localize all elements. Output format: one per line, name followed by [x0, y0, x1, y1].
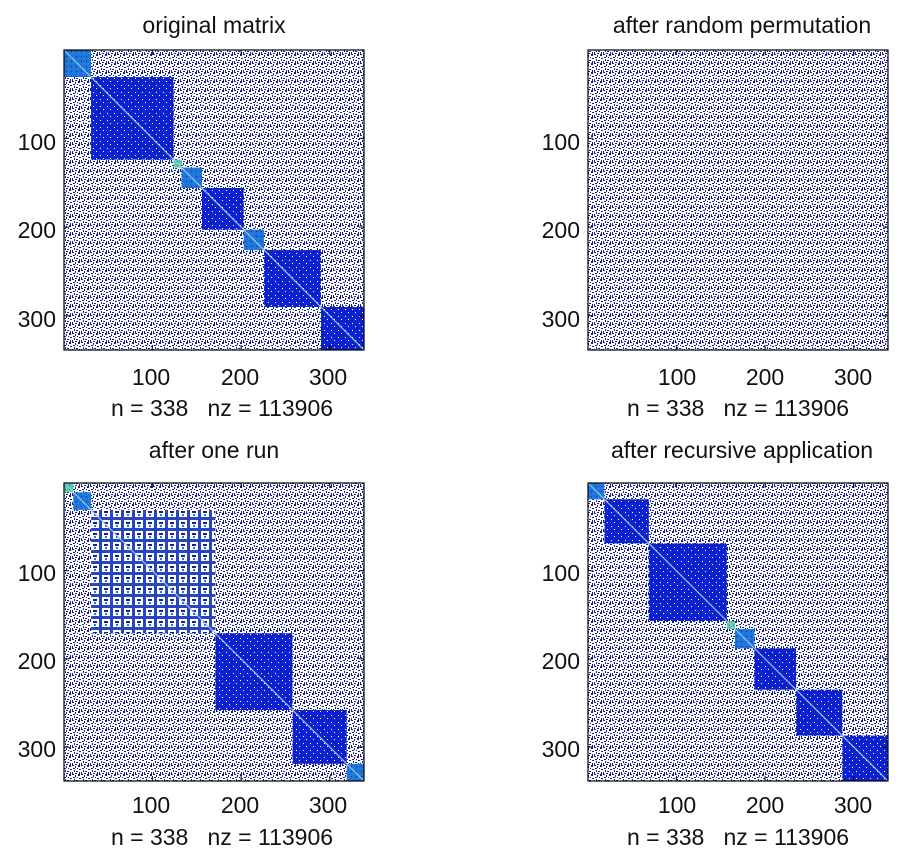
panel-2-y-tick-label: 300 — [542, 306, 580, 332]
panel-2-axes-frame — [587, 49, 889, 351]
chart-panel-3: after one run 100 200 300 100 200 300 n … — [18, 437, 365, 850]
panel-1-ticks — [64, 50, 364, 350]
chart-panel-4: after recursive application 100 200 300 … — [542, 437, 889, 850]
panel-3-x-tick-label: 100 — [132, 792, 170, 818]
panel-1-diagonal — [63, 49, 365, 351]
panel-2-y-tick-label: 100 — [542, 129, 580, 155]
panel-4-y-tick-label: 100 — [542, 560, 580, 586]
panel-3-ticks — [64, 483, 364, 781]
panel-4-ticks — [588, 483, 888, 781]
panel-2-x-tick-label: 200 — [746, 364, 784, 390]
panel-2-y-tick-label: 200 — [542, 217, 580, 243]
chart-panel-2: after random permutation 100 200 300 100… — [542, 12, 889, 421]
panel-3-x-tick-label: 200 — [221, 792, 259, 818]
panel-4-x-tick-label: 200 — [746, 792, 784, 818]
panel-1-axes-frame — [63, 49, 365, 351]
panel-3-title: after one run — [149, 437, 279, 463]
panel-4-stats-label: n = 338 nz = 113906 — [627, 824, 849, 850]
panel-2-x-tick-label: 300 — [834, 364, 872, 390]
panel-3-x-tick-label: 300 — [309, 792, 347, 818]
panel-2-stats-label: n = 338 nz = 113906 — [627, 395, 849, 421]
panel-4-diagonal — [587, 482, 889, 782]
chart-panel-1: original matrix 100 200 300 100 200 300 … — [18, 12, 365, 421]
panel-3-diagonal — [63, 482, 365, 782]
panel-2-title: after random permutation — [613, 12, 871, 38]
panel-1-y-tick-label: 100 — [18, 129, 56, 155]
panel-1-title: original matrix — [142, 12, 286, 38]
panel-4-y-tick-label: 300 — [542, 736, 580, 762]
panel-1-stats-label: n = 338 nz = 113906 — [111, 395, 333, 421]
panel-1-x-tick-label: 300 — [309, 364, 347, 390]
panel-2-x-tick-label: 100 — [658, 364, 696, 390]
panel-3-axes-frame — [63, 482, 365, 782]
panel-1-y-tick-label: 300 — [18, 306, 56, 332]
panel-3-y-tick-label: 100 — [18, 560, 56, 586]
panel-1-x-tick-label: 200 — [221, 364, 259, 390]
panel-2-ticks — [588, 50, 888, 350]
panel-3-stats-label: n = 338 nz = 113906 — [111, 824, 333, 850]
panel-1-y-tick-label: 200 — [18, 217, 56, 243]
panel-4-title: after recursive application — [611, 437, 873, 463]
panel-4-axes-frame — [587, 482, 889, 782]
panel-4-x-tick-label: 300 — [834, 792, 872, 818]
panel-4-y-tick-label: 200 — [542, 648, 580, 674]
panel-1-x-tick-label: 100 — [132, 364, 170, 390]
panel-3-y-tick-label: 300 — [18, 736, 56, 762]
panel-2-sparse-background — [588, 50, 888, 350]
panel-4-x-tick-label: 100 — [658, 792, 696, 818]
panel-3-y-tick-label: 200 — [18, 648, 56, 674]
